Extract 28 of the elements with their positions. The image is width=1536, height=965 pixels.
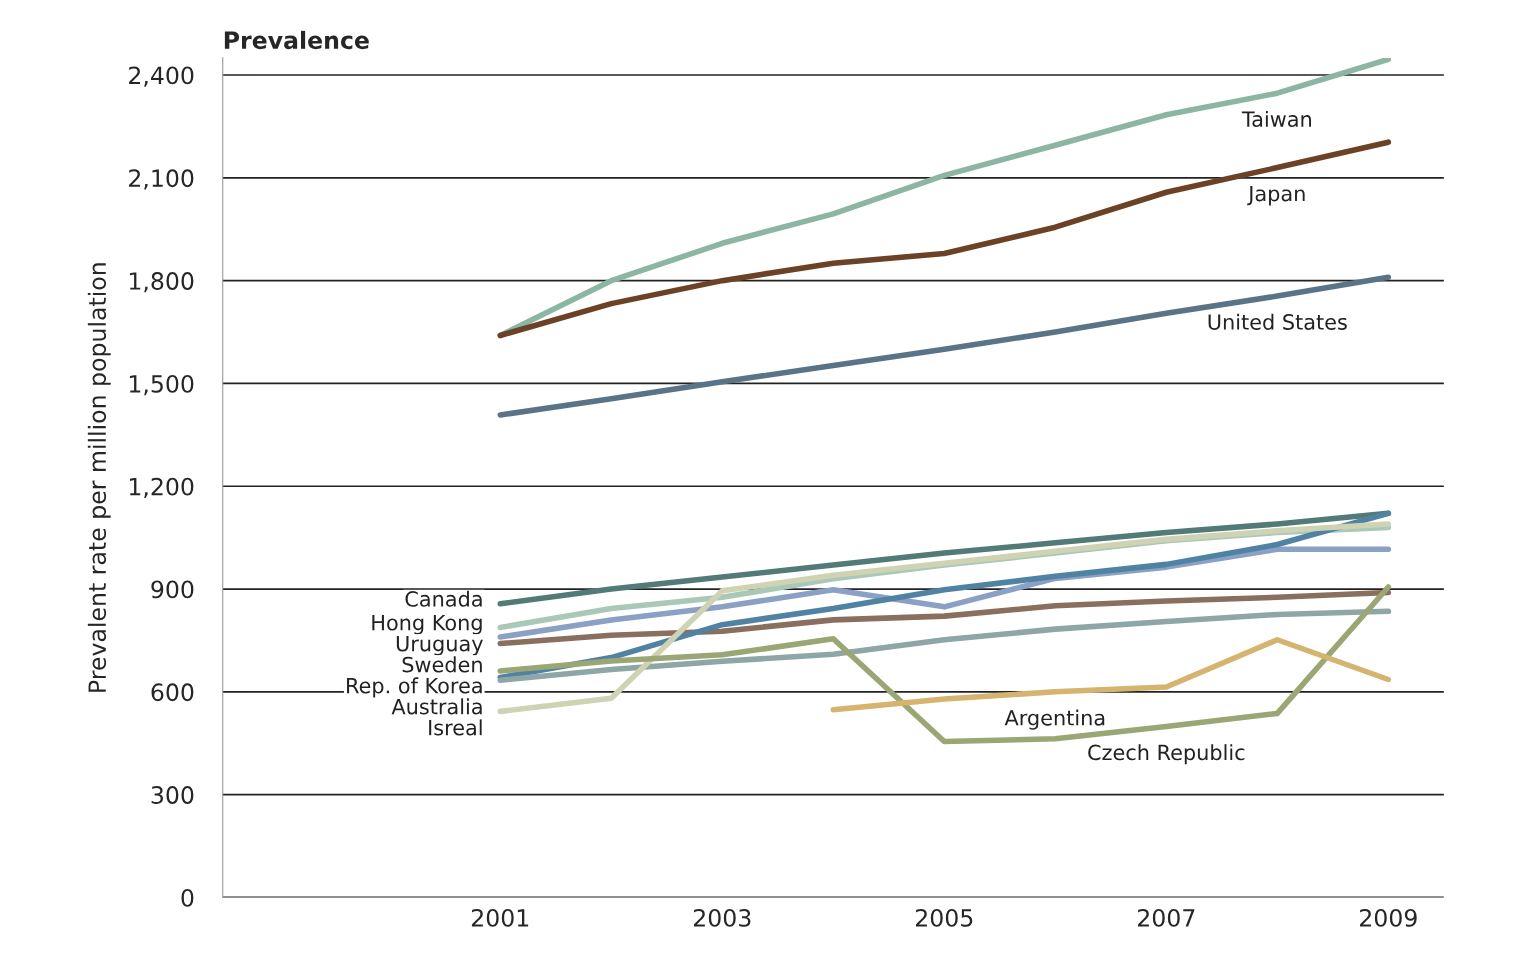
annotation: Rep. of Korea (347, 677, 482, 698)
annotation: Taiwan (1241, 110, 1311, 128)
annotation: Canada (405, 590, 482, 607)
y-axis-title: Prevalent rate per million population (87, 263, 111, 692)
y-tick-label: 2,400 (129, 66, 194, 87)
y-tick-label: 1,500 (129, 374, 194, 396)
annotation: Argentina (1004, 709, 1105, 730)
annotation: Hong Kong (372, 614, 482, 635)
x-tick-label: 2001 (471, 908, 529, 927)
y-tick-label: 900 (151, 580, 194, 599)
annotation: Japan (1247, 185, 1305, 206)
y-tick-label: 1,800 (129, 272, 194, 293)
x-tick-label: 2007 (1138, 908, 1195, 927)
annotation: Sweden (402, 656, 482, 673)
annotation: Czech Republic (1088, 744, 1245, 765)
x-tick-label: 2005 (915, 908, 973, 927)
x-tick-label: 2003 (693, 908, 751, 927)
y-tick-label: 0 (181, 888, 194, 907)
y-tick-label: 2,100 (129, 169, 194, 190)
annotation: Uruguay (396, 635, 483, 656)
x-tick-label: 2009 (1360, 908, 1417, 927)
annotation: Australia (391, 698, 482, 715)
y-tick-label: 600 (151, 683, 194, 702)
y-tick-label: 300 (151, 786, 194, 804)
annotation: Isreal (429, 719, 482, 736)
chart-title: Prevalence (224, 30, 369, 50)
annotation: United States (1208, 313, 1347, 330)
y-tick-label: 1,200 (129, 477, 194, 498)
